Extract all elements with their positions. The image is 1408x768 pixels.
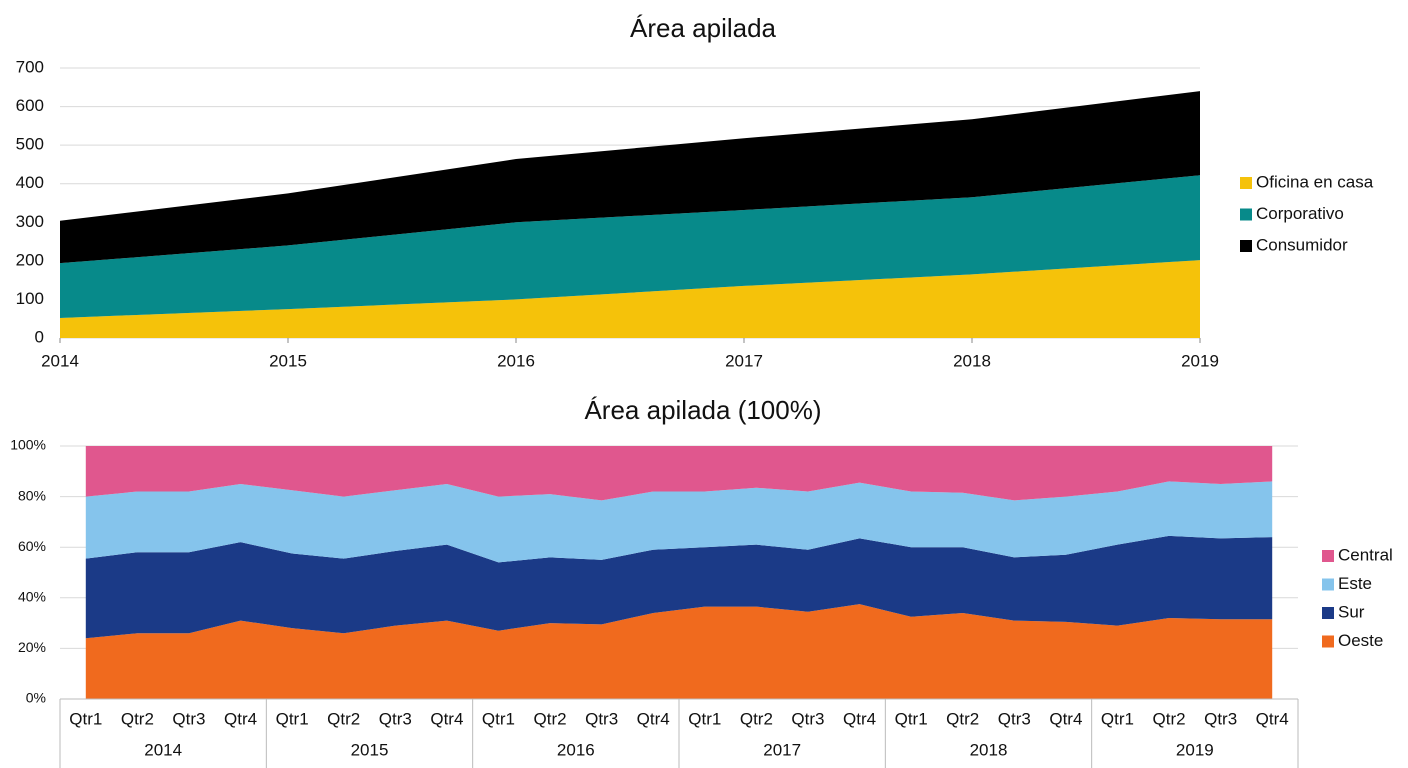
x-tick-label: Qtr2 bbox=[534, 709, 567, 728]
y-tick-label: 500 bbox=[16, 135, 44, 154]
y-tick-label: 600 bbox=[16, 96, 44, 115]
legend-label: Oficina en casa bbox=[1256, 172, 1374, 191]
x-tick-label: Qtr1 bbox=[1101, 709, 1134, 728]
y-tick-label: 300 bbox=[16, 212, 44, 231]
y-tick-label: 700 bbox=[16, 57, 44, 76]
area bbox=[85, 604, 1273, 699]
legend-swatch bbox=[1240, 177, 1252, 189]
x-tick-label: 2018 bbox=[953, 351, 991, 370]
chart-title: Área apilada (100%) bbox=[584, 395, 821, 425]
x-tick-label: Qtr1 bbox=[276, 709, 309, 728]
x-tick-label: Qtr4 bbox=[843, 709, 876, 728]
chart-title: Área apilada bbox=[630, 13, 777, 43]
x-tick-label: Qtr3 bbox=[585, 709, 618, 728]
area bbox=[85, 535, 1273, 639]
x-group-label: 2016 bbox=[557, 740, 595, 759]
x-tick-label: Qtr1 bbox=[688, 709, 721, 728]
x-tick-label: 2014 bbox=[41, 351, 79, 370]
legend-label: Corporativo bbox=[1256, 204, 1344, 223]
legend-label: Este bbox=[1338, 574, 1372, 593]
x-tick-label: 2017 bbox=[725, 351, 763, 370]
legend-label: Sur bbox=[1338, 602, 1365, 621]
y-tick-label: 200 bbox=[16, 250, 44, 269]
x-tick-label: Qtr1 bbox=[895, 709, 928, 728]
x-tick-label: Qtr4 bbox=[224, 709, 257, 728]
area bbox=[60, 91, 1200, 264]
y-tick-label: 100% bbox=[10, 437, 46, 453]
area bbox=[60, 260, 1200, 338]
x-tick-label: Qtr2 bbox=[327, 709, 360, 728]
x-group-label: 2017 bbox=[763, 740, 801, 759]
legend-label: Consumidor bbox=[1256, 235, 1348, 254]
legend-swatch bbox=[1322, 550, 1334, 562]
legend-swatch bbox=[1322, 635, 1334, 648]
area bbox=[85, 446, 1273, 501]
x-tick-label: Qtr3 bbox=[1204, 709, 1237, 728]
legend-swatch bbox=[1322, 607, 1334, 619]
area bbox=[60, 175, 1200, 318]
y-tick-label: 20% bbox=[18, 639, 46, 655]
legend-label: Central bbox=[1338, 545, 1393, 564]
x-tick-label: Qtr3 bbox=[172, 709, 205, 728]
x-group-label: 2018 bbox=[970, 740, 1008, 759]
x-tick-label: Qtr4 bbox=[1049, 709, 1082, 728]
y-tick-label: 400 bbox=[16, 173, 44, 192]
y-tick-label: 60% bbox=[18, 538, 46, 554]
x-group-label: 2019 bbox=[1176, 740, 1214, 759]
x-tick-label: Qtr1 bbox=[69, 709, 102, 728]
legend-label: Oeste bbox=[1338, 631, 1383, 650]
x-tick-label: Qtr2 bbox=[121, 709, 154, 728]
x-tick-label: Qtr1 bbox=[482, 709, 515, 728]
x-tick-label: Qtr4 bbox=[430, 709, 463, 728]
x-tick-label: Qtr3 bbox=[379, 709, 412, 728]
x-tick-label: Qtr2 bbox=[1153, 709, 1186, 728]
x-tick-label: Qtr2 bbox=[946, 709, 979, 728]
x-tick-label: Qtr2 bbox=[740, 709, 773, 728]
x-tick-label: Qtr3 bbox=[998, 709, 1031, 728]
x-tick-label: Qtr4 bbox=[637, 709, 670, 728]
legend-swatch bbox=[1240, 240, 1252, 252]
x-group-label: 2014 bbox=[144, 740, 182, 759]
x-tick-label: Qtr3 bbox=[791, 709, 824, 728]
x-group-label: 2015 bbox=[351, 740, 389, 759]
y-tick-label: 80% bbox=[18, 487, 46, 503]
y-tick-label: 0 bbox=[35, 327, 44, 346]
x-tick-label: Qtr4 bbox=[1256, 709, 1289, 728]
x-tick-label: 2015 bbox=[269, 351, 307, 370]
y-tick-label: 40% bbox=[18, 589, 46, 605]
x-tick-label: 2016 bbox=[497, 351, 535, 370]
y-tick-label: 0% bbox=[26, 690, 46, 706]
legend-swatch bbox=[1322, 578, 1334, 591]
x-tick-label: 2019 bbox=[1181, 351, 1219, 370]
legend-swatch bbox=[1240, 208, 1252, 221]
area bbox=[85, 481, 1273, 563]
y-tick-label: 100 bbox=[16, 289, 44, 308]
